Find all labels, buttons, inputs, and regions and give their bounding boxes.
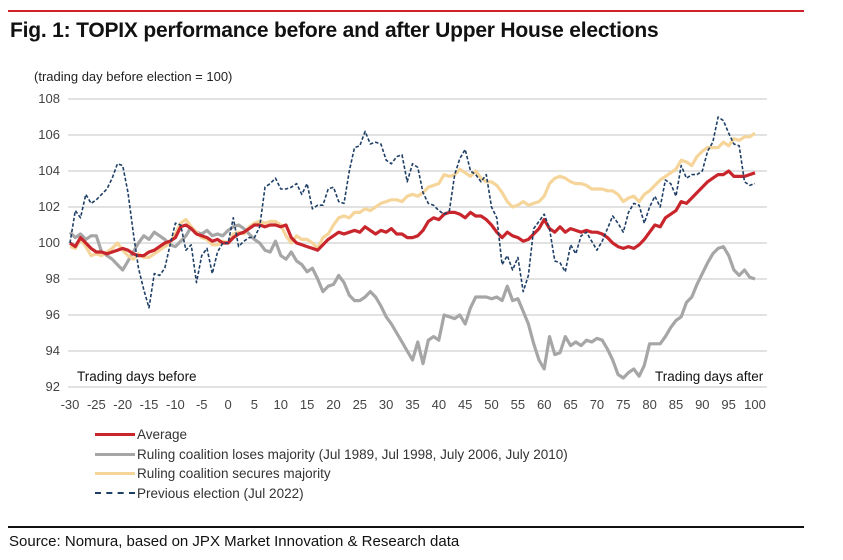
legend: Average Ruling coalition loses majority … [95, 425, 568, 503]
legend-swatch-average [95, 433, 135, 437]
y-axis-ticks: 92 94 96 98 100 102 104 106 108 [38, 91, 60, 394]
x-tick-label: 95 [721, 397, 735, 412]
y-tick-label: 96 [46, 307, 60, 322]
legend-label-loses-majority: Ruling coalition loses majority (Jul 198… [137, 446, 568, 462]
legend-swatch-secures-majority [95, 472, 135, 476]
x-tick-label: -30 [61, 397, 80, 412]
figure-title: Fig. 1: TOPIX performance before and aft… [10, 19, 659, 42]
gridlines [68, 98, 767, 388]
y-tick-label: 92 [46, 379, 60, 394]
legend-label-secures-majority: Ruling coalition secures majority [137, 466, 331, 482]
y-tick-label: 98 [46, 271, 60, 286]
y-tick-label: 108 [38, 91, 60, 106]
legend-item-previous-election: Previous election (Jul 2022) [95, 484, 568, 504]
x-tick-label: 45 [458, 397, 472, 412]
x-tick-label: 65 [563, 397, 577, 412]
x-tick-label: 10 [274, 397, 288, 412]
x-tick-label: 30 [379, 397, 393, 412]
legend-item-average: Average [95, 425, 568, 445]
x-tick-label: 60 [537, 397, 551, 412]
legend-item-secures-majority: Ruling coalition secures majority [95, 464, 568, 484]
x-tick-label: 50 [484, 397, 498, 412]
series-line-previous-election [69, 116, 756, 309]
x-tick-label: 40 [432, 397, 446, 412]
x-tick-label: 90 [695, 397, 709, 412]
legend-swatch-loses-majority [95, 452, 135, 456]
y-tick-label: 104 [38, 163, 60, 178]
x-tick-label: 15 [300, 397, 314, 412]
source-note: Source: Nomura, based on JPX Market Inno… [9, 533, 460, 550]
legend-label-average: Average [137, 427, 188, 443]
x-tick-label: 75 [616, 397, 630, 412]
x-tick-label: 70 [590, 397, 604, 412]
y-axis-unit-note: (trading day before election = 100) [34, 69, 233, 84]
x-tick-label: 20 [326, 397, 340, 412]
x-tick-label: 25 [353, 397, 367, 412]
annotation-trading-days-before: Trading days before [77, 369, 197, 384]
x-tick-label: 80 [642, 397, 656, 412]
series-lines [68, 116, 756, 380]
x-tick-label: 5 [251, 397, 258, 412]
x-tick-label: 55 [511, 397, 525, 412]
y-tick-label: 102 [38, 199, 60, 214]
x-tick-label: 100 [744, 397, 766, 412]
legend-label-previous-election: Previous election (Jul 2022) [137, 485, 304, 501]
x-axis-ticks: -30 -25 -20 -15 -10 -5 0 5 10 15 20 25 30 35 40 45 50 55 6… [61, 397, 766, 412]
x-tick-label: -20 [113, 397, 132, 412]
y-tick-label: 94 [46, 343, 60, 358]
y-tick-label: 100 [38, 235, 60, 250]
series-line-average [69, 169, 756, 258]
x-tick-label: 35 [405, 397, 419, 412]
bottom-rule [8, 526, 804, 528]
series-line-loses-majority [68, 223, 756, 380]
annotation-trading-days-after: Trading days after [655, 369, 764, 384]
x-tick-label: -25 [87, 397, 106, 412]
legend-swatch-previous-election [95, 492, 135, 495]
x-tick-label: 85 [669, 397, 683, 412]
x-tick-label: -15 [140, 397, 159, 412]
series-line-secures-majority [69, 131, 756, 261]
x-tick-label: 0 [224, 397, 231, 412]
legend-item-loses-majority: Ruling coalition loses majority (Jul 198… [95, 445, 568, 465]
y-tick-label: 106 [38, 127, 60, 142]
x-tick-label: -5 [196, 397, 208, 412]
top-rule [8, 10, 804, 12]
x-tick-label: -10 [166, 397, 185, 412]
